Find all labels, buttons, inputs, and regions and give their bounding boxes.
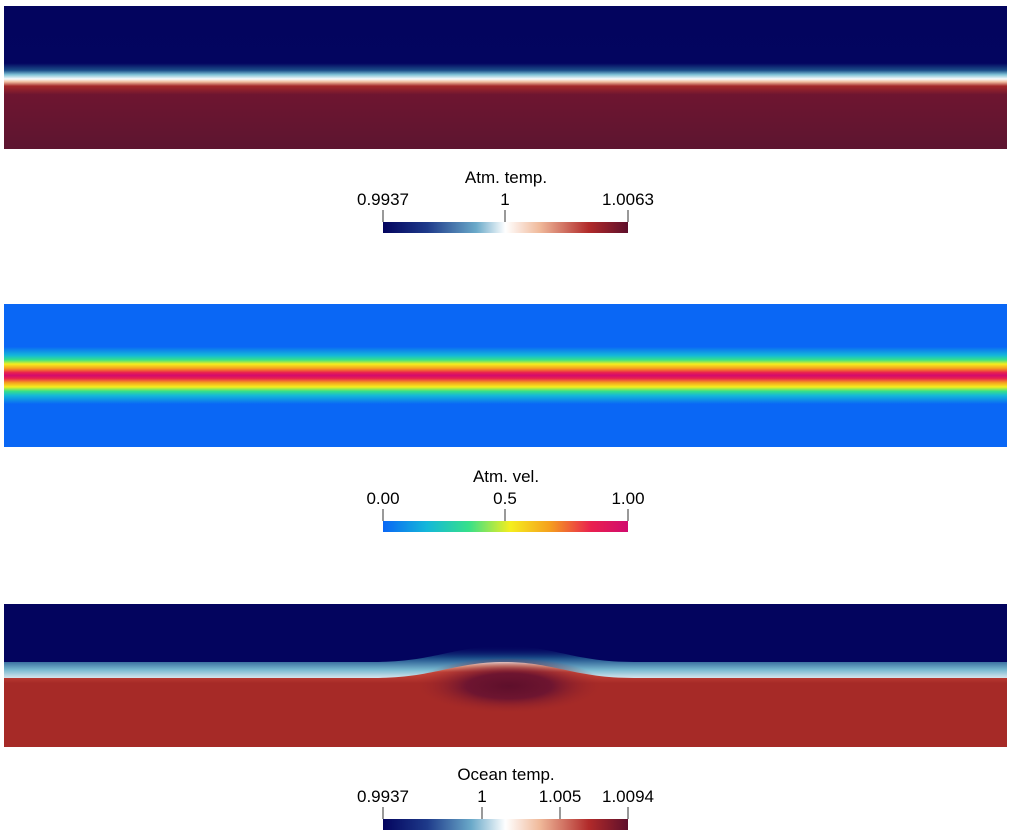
colorbar-labels: 0.9937 1 1.0063 — [300, 190, 712, 212]
colorbar-label-1005: 1.005 — [538, 787, 582, 806]
colorbar-label-1: 1 — [477, 787, 487, 806]
colorbar-gradient — [383, 819, 628, 830]
colorbar-mid-label: 1 — [500, 190, 510, 209]
atm-temp-colorbar: Atm. temp. 0.9937 1 1.0063 — [300, 168, 712, 233]
colorbar-ticks — [300, 509, 712, 523]
colorbar-gradient — [383, 222, 628, 233]
colorbar-tick — [559, 807, 561, 819]
colorbar-min-label: 0.00 — [366, 489, 400, 508]
colorbar-tick — [382, 210, 384, 222]
colorbar-labels: 0.9937 1 1.005 1.0094 — [300, 787, 712, 809]
colorbar-mid-label: 0.5 — [493, 489, 517, 508]
colorbar-title: Atm. temp. — [464, 168, 548, 187]
colorbar-ticks — [300, 210, 712, 224]
atm-vel-field-plot — [4, 304, 1007, 447]
colorbar-ticks — [300, 807, 712, 821]
atm-temp-field-plot — [4, 6, 1007, 149]
ocean-temp-field-plot — [4, 604, 1007, 747]
colorbar-tick — [627, 807, 629, 819]
colorbar-min-label: 0.9937 — [357, 787, 409, 806]
colorbar-min-label: 0.9937 — [357, 190, 409, 209]
colorbar-tick — [504, 210, 506, 222]
colorbar-tick — [627, 210, 629, 222]
colorbar-tick — [504, 509, 506, 521]
atm-vel-colorbar: Atm. vel. 0.00 0.5 1.00 — [300, 467, 712, 532]
colorbar-tick — [382, 807, 384, 819]
colorbar-max-label: 1.0094 — [602, 787, 654, 806]
colorbar-gradient — [383, 521, 628, 532]
colorbar-max-label: 1.00 — [611, 489, 645, 508]
colorbar-tick — [627, 509, 629, 521]
colorbar-title: Atm. vel. — [472, 467, 540, 486]
colorbar-title: Ocean temp. — [457, 765, 555, 784]
colorbar-max-label: 1.0063 — [602, 190, 654, 209]
colorbar-tick — [481, 807, 483, 819]
colorbar-tick — [382, 509, 384, 521]
ocean-temp-colorbar: Ocean temp. 0.9937 1 1.005 1.0094 — [300, 765, 712, 830]
colorbar-labels: 0.00 0.5 1.00 — [300, 489, 712, 511]
